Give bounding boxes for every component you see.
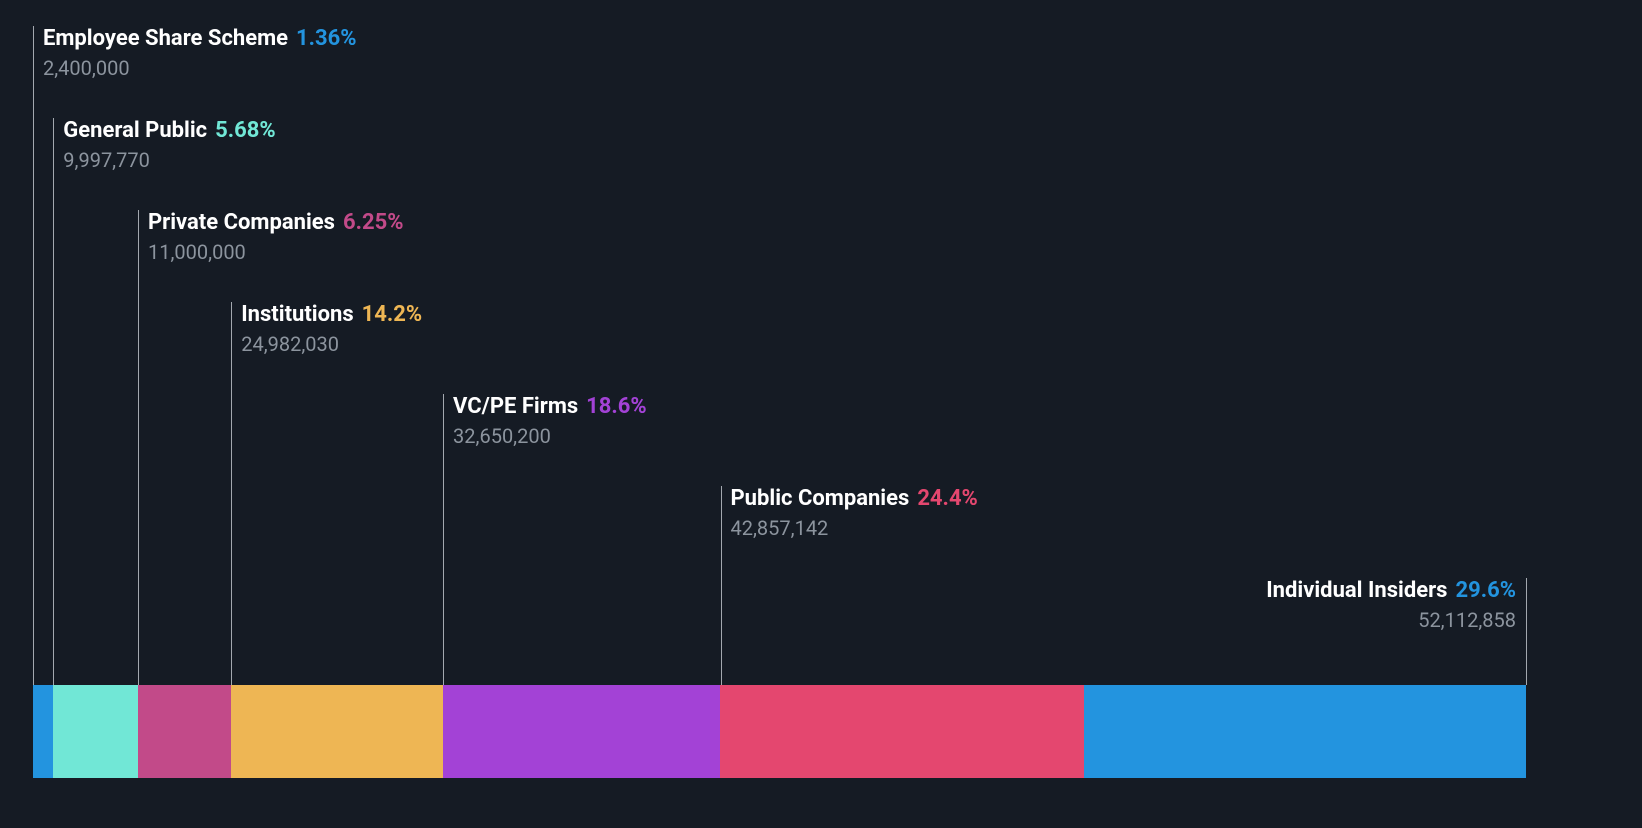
bar-segment <box>720 685 1084 778</box>
bar-segment <box>53 685 138 778</box>
tick-line <box>33 26 34 685</box>
bar-segment <box>33 685 53 778</box>
tick-line <box>138 210 139 685</box>
segment-name: Employee Share Scheme <box>43 26 288 51</box>
ownership-label: Individual Insiders 29.6% 52,112,858 <box>1266 578 1516 632</box>
segment-name: Public Companies <box>731 486 910 511</box>
segment-value: 11,000,000 <box>148 240 403 264</box>
segment-value: 42,857,142 <box>731 516 978 540</box>
segment-name: Institutions <box>241 302 353 327</box>
segment-name: Private Companies <box>148 210 335 235</box>
segment-percent: 1.36% <box>296 26 357 51</box>
ownership-label: General Public 5.68% 9,997,770 <box>63 118 275 172</box>
ownership-chart: Employee Share Scheme 1.36% 2,400,000 Gener… <box>33 26 1526 778</box>
tick-line <box>721 486 722 685</box>
segment-value: 24,982,030 <box>241 332 422 356</box>
segment-value: 52,112,858 <box>1266 608 1516 632</box>
tick-line <box>231 302 232 685</box>
segment-percent: 5.68% <box>215 118 276 143</box>
segment-name: General Public <box>63 118 207 143</box>
tick-line <box>443 394 444 685</box>
ownership-bar <box>33 685 1526 778</box>
segment-value: 32,650,200 <box>453 424 647 448</box>
tick-line <box>53 118 54 685</box>
bar-segment <box>443 685 720 778</box>
segment-percent: 24.4% <box>917 486 978 511</box>
bar-segment <box>1084 685 1526 778</box>
segment-name: VC/PE Firms <box>453 394 578 419</box>
segment-percent: 6.25% <box>343 210 404 235</box>
ownership-label: VC/PE Firms 18.6% 32,650,200 <box>453 394 647 448</box>
bar-segment <box>231 685 443 778</box>
segment-name: Individual Insiders <box>1266 578 1447 603</box>
ownership-label: Institutions 14.2% 24,982,030 <box>241 302 422 356</box>
tick-line <box>1526 578 1527 685</box>
ownership-label: Public Companies 24.4% 42,857,142 <box>731 486 978 540</box>
segment-percent: 29.6% <box>1455 578 1516 603</box>
segment-value: 9,997,770 <box>63 148 275 172</box>
segment-percent: 14.2% <box>362 302 423 327</box>
ownership-label: Employee Share Scheme 1.36% 2,400,000 <box>43 26 357 80</box>
segment-value: 2,400,000 <box>43 56 357 80</box>
bar-segment <box>138 685 231 778</box>
ownership-label: Private Companies 6.25% 11,000,000 <box>148 210 403 264</box>
segment-percent: 18.6% <box>586 394 647 419</box>
